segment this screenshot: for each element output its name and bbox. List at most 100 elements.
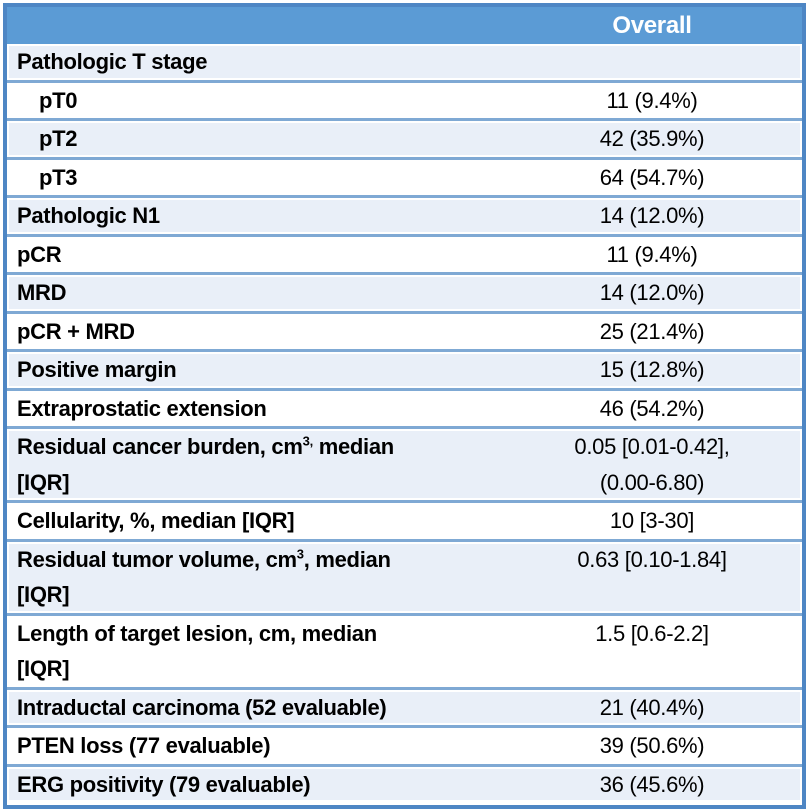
row-label-text: Intraductal carcinoma (52 evaluable) [17,694,387,720]
row-label: pCR + MRD [7,314,502,350]
row-label: Pathologic T stage [7,44,502,80]
table-row: pT2 42 (35.9%) [7,118,802,157]
row-label-text-after-sup: median [312,434,395,459]
row-label-line1: pCR [17,237,502,273]
row-value: 21 (40.4%) [502,690,802,726]
row-value: 42 (35.9%) [502,121,802,157]
row-label-line2: [IQR] [17,469,70,495]
row-label-text: Pathologic N1 [17,203,160,228]
row-label-text: Residual tumor volume, cm [17,546,297,572]
row-value-line1: 39 (50.6%) [599,733,705,758]
table-row: ERG positivity (79 evaluable) 36 (45.6%) [7,763,802,803]
row-label-line1: Pathologic T stage [17,44,502,80]
row-label: Pathologic N1 [7,198,502,234]
table-row: Extraprostatic extension 46 (54.2%) [7,387,802,427]
row-value: 10 [3-30] [502,503,802,539]
row-value-line1: 0.63 [0.10-1.84] [577,546,727,572]
row-value-line1: 0.05 [0.01-0.42], [574,434,730,459]
row-value: 36 (45.6%) [502,767,802,803]
table-row: pCR 11 (9.4%) [7,233,802,273]
row-value-line1: 21 (40.4%) [599,694,705,720]
row-label-line1: Length of target lesion, cm, median [17,616,502,652]
row-label-line1: Positive margin [17,352,502,388]
row-value: 0.63 [0.10-1.84] [502,542,802,613]
row-label: Cellularity, %, median [IQR] [7,503,502,539]
row-label: Intraductal carcinoma (52 evaluable) [7,690,502,726]
table-row: Positive margin 15 (12.8%) [7,349,802,388]
row-label-line1: pT2 [39,121,502,157]
outcomes-table: Overall Pathologic T stage pT0 11 (9.4%) pT… [3,3,806,809]
table-row: Residual tumor volume, cm3, median [IQR] 0… [7,538,802,613]
table-header-row: Overall [7,7,802,44]
row-label-line1: pT0 [39,83,502,119]
row-value-line1: 25 (21.4%) [599,318,705,344]
row-label: pT0 [7,83,502,119]
row-label-text: Length of target lesion, cm, median [17,620,377,646]
row-label-text: pCR [17,241,62,267]
row-label-text: ERG positivity (79 evaluable) [17,771,311,797]
row-value-line1: 10 [3-30] [609,508,695,533]
row-label: pT2 [7,121,502,157]
row-label: Length of target lesion, cm, median [IQR] [7,616,502,687]
row-label-line1: pCR + MRD [17,314,502,350]
row-label: Residual cancer burden, cm3, median [IQR] [7,429,502,500]
row-label: Residual tumor volume, cm3, median [IQR] [7,542,502,613]
row-label-text: pT0 [39,87,78,113]
row-value: 14 (12.0%) [502,275,802,311]
row-value-line1: 36 (45.6%) [599,771,705,797]
row-label-line2: [IQR] [17,656,70,681]
row-label: ERG positivity (79 evaluable) [7,767,502,803]
row-value-line1: 46 (54.2%) [599,395,705,421]
row-value: 1.5 [0.6-2.2] [502,616,802,687]
row-label-text: pT3 [39,164,78,190]
row-label-line1: Residual cancer burden, cm3, median [17,429,502,465]
row-value: 11 (9.4%) [502,83,802,119]
row-label: Extraprostatic extension [7,391,502,427]
row-value-line1 [502,44,802,80]
row-label-text: Cellularity, %, median [IQR] [17,508,295,533]
row-value-line2: (0.00-6.80) [599,469,705,495]
table-row: PTEN loss (77 evaluable) 39 (50.6%) [7,725,802,764]
row-label: PTEN loss (77 evaluable) [7,728,502,764]
row-value-line1: 11 (9.4%) [606,87,698,113]
row-value [502,44,802,80]
row-value-line1: 15 (12.8%) [599,357,705,382]
row-value-line1: 11 (9.4%) [606,241,698,267]
row-label-line1: pT3 [39,160,502,196]
table-row: pT3 64 (54.7%) [7,156,802,196]
row-label-line1: ERG positivity (79 evaluable) [17,767,502,803]
row-label-line1: PTEN loss (77 evaluable) [17,728,502,764]
row-value: 39 (50.6%) [502,728,802,764]
row-value-line1: 42 (35.9%) [599,126,705,151]
row-label-text-after-sup: , median [303,546,391,572]
row-label: MRD [7,275,502,311]
row-value-line1: 64 (54.7%) [599,164,705,190]
row-label-text: PTEN loss (77 evaluable) [17,733,271,758]
row-label: pCR [7,237,502,273]
header-label-cell [7,7,502,44]
row-label-line2: [IQR] [17,582,70,607]
row-value: 25 (21.4%) [502,314,802,350]
row-label-superscript: 3 [296,546,304,562]
table-row: Pathologic N1 14 (12.0%) [7,195,802,234]
row-value: 46 (54.2%) [502,391,802,427]
row-label-superscript: 3, [302,433,314,449]
table-row: MRD 14 (12.0%) [7,272,802,311]
row-label-text: MRD [17,280,67,305]
row-label: Positive margin [7,352,502,388]
table-row: Residual cancer burden, cm3, median [IQR]… [7,426,802,500]
row-label-line1: MRD [17,275,502,311]
table-row: Intraductal carcinoma (52 evaluable) 21 (… [7,686,802,726]
row-label-text: pCR + MRD [17,318,135,344]
row-label-text: Positive margin [17,357,177,382]
row-label-text: pT2 [39,126,78,151]
row-label-text: Extraprostatic extension [17,395,267,421]
row-value: 14 (12.0%) [502,198,802,234]
table-row: Length of target lesion, cm, median [IQR]… [7,612,802,687]
row-label-line1: Residual tumor volume, cm3, median [17,542,502,578]
row-label-text: Pathologic T stage [17,49,208,74]
row-value: 15 (12.8%) [502,352,802,388]
row-value: 0.05 [0.01-0.42], (0.00-6.80) [502,429,802,500]
row-label-line1: Pathologic N1 [17,198,502,234]
row-value: 64 (54.7%) [502,160,802,196]
